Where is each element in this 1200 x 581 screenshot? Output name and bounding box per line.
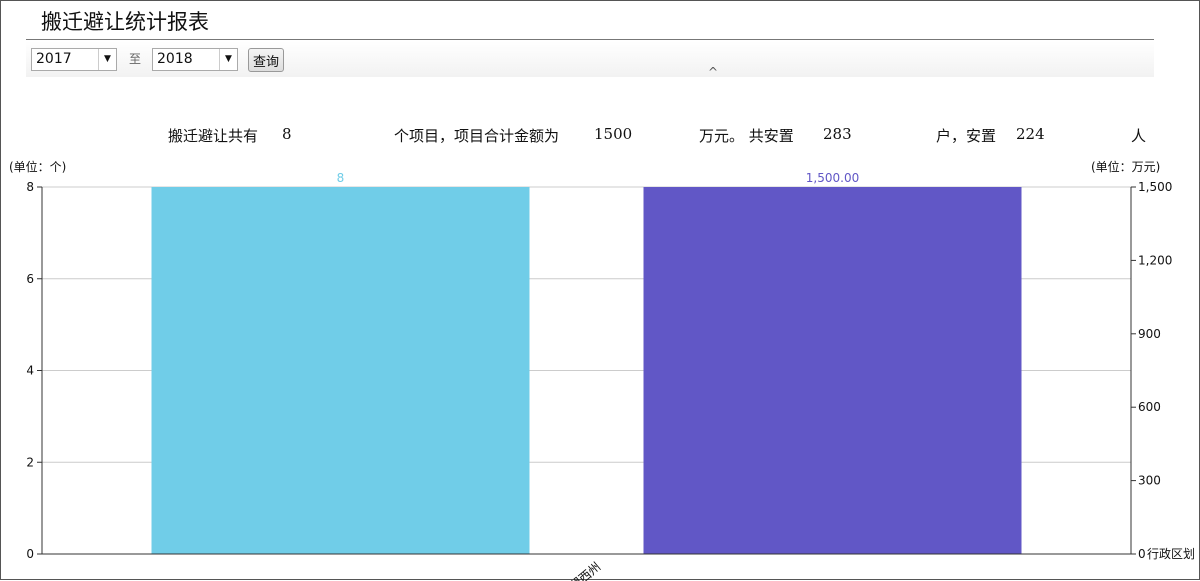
- chevron-up-icon[interactable]: ^: [708, 65, 719, 79]
- chevron-down-icon[interactable]: ▼: [219, 49, 237, 70]
- right-tick-label: 0: [1138, 547, 1146, 561]
- summary-text: 搬迁避让共有: [168, 127, 259, 145]
- summary-text: 个项目，项目合计金额为: [394, 127, 560, 145]
- right-tick-label: 300: [1138, 474, 1161, 488]
- right-tick-label: 1,500: [1138, 180, 1172, 194]
- page-title: 搬迁避让统计报表: [41, 10, 209, 34]
- query-button[interactable]: 查询: [248, 48, 284, 72]
- summary-projects: 8: [282, 125, 292, 143]
- right-tick-label: 1,200: [1138, 253, 1172, 267]
- bar-data-label: 1,500.00: [806, 171, 859, 185]
- to-label: 至: [129, 52, 142, 66]
- from-year-value: 2017: [36, 51, 72, 67]
- right-axis-unit: (单位：万元): [1091, 160, 1161, 174]
- to-year-value: 2018: [157, 51, 193, 67]
- left-tick-label: 2: [26, 455, 34, 469]
- right-tick-label: 600: [1138, 400, 1161, 414]
- left-tick-label: 8: [26, 180, 34, 194]
- bar-data-label: 8: [337, 171, 345, 185]
- summary-amount: 1500: [594, 125, 633, 143]
- left-tick-label: 4: [26, 364, 34, 378]
- right-tick-label: 900: [1138, 327, 1161, 341]
- chevron-down-icon[interactable]: ▼: [98, 49, 116, 70]
- bar: [643, 187, 1022, 554]
- divider: [26, 39, 1154, 40]
- to-year-select[interactable]: 2018 ▼: [152, 48, 238, 71]
- summary-households: 283: [823, 125, 852, 143]
- left-axis-unit: (单位：个): [9, 160, 67, 174]
- summary-people: 224: [1016, 125, 1045, 143]
- left-tick-label: 0: [26, 547, 34, 561]
- bar: [151, 187, 530, 554]
- left-tick-label: 6: [26, 272, 34, 286]
- summary-text: 人: [1131, 127, 1147, 145]
- summary-text: 万元。 共安置: [699, 127, 794, 145]
- x-tick-label: 湘西州: [566, 559, 603, 581]
- from-year-select[interactable]: 2017 ▼: [31, 48, 117, 71]
- filter-toolbar: 2017 ▼ 至 2018 ▼ 查询: [26, 41, 1154, 77]
- summary-text: 户，安置: [936, 127, 997, 145]
- x-axis-label: 行政区划: [1147, 547, 1195, 561]
